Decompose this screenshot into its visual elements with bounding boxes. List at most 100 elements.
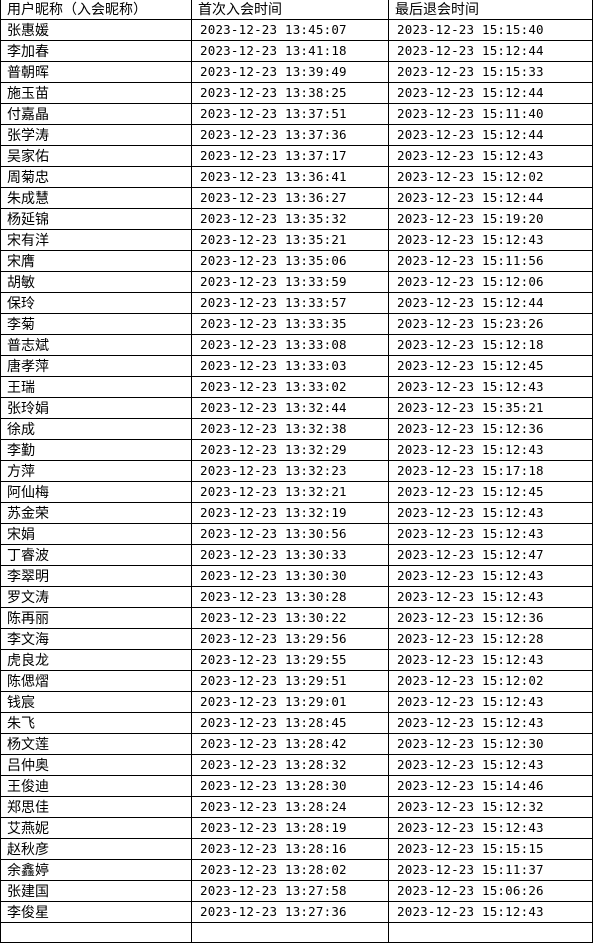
cell-last-leave-time: 2023-12-23 15:12:02 (388, 670, 593, 692)
table-row[interactable]: 陈偲熠 2023-12-23 13:29:51 2023-12-23 15:12:0… (0, 670, 593, 692)
cell-first-join-time: 2023-12-23 13:29:51 (191, 670, 389, 692)
table-row[interactable]: 保玲 2023-12-23 13:33:57 2023-12-23 15:12:44 (0, 292, 593, 314)
table-row[interactable]: 朱飞 2023-12-23 13:28:45 2023-12-23 15:12:43 (0, 712, 593, 734)
table-row[interactable]: 罗文涛 2023-12-23 13:30:28 2023-12-23 15:12:4… (0, 586, 593, 608)
table-row[interactable]: 宋娟 2023-12-23 13:30:56 2023-12-23 15:12:43 (0, 523, 593, 545)
cell-first-join-time: 2023-12-23 13:33:02 (191, 376, 389, 398)
cell-last-leave-time: 2023-12-23 15:12:43 (388, 145, 593, 167)
table-row[interactable]: 普朝晖 2023-12-23 13:39:49 2023-12-23 15:15:3… (0, 61, 593, 83)
table-row[interactable]: 施玉苗 2023-12-23 13:38:25 2023-12-23 15:12:4… (0, 82, 593, 104)
table-row[interactable]: 余鑫婷 2023-12-23 13:28:02 2023-12-23 15:11:3… (0, 859, 593, 881)
cell-nickname: 普朝晖 (0, 61, 192, 83)
cell-nickname: 吴家佑 (0, 145, 192, 167)
table-row[interactable]: 郑思佳 2023-12-23 13:28:24 2023-12-23 15:12:3… (0, 796, 593, 818)
cell-first-join-time: 2023-12-23 13:29:56 (191, 628, 389, 650)
cell-first-join-time: 2023-12-23 13:32:29 (191, 439, 389, 461)
table-row[interactable]: 宋有洋 2023-12-23 13:35:21 2023-12-23 15:12:4… (0, 229, 593, 251)
table-row[interactable]: 付嘉晶 2023-12-23 13:37:51 2023-12-23 15:11:4… (0, 103, 593, 125)
cell-nickname: 余鑫婷 (0, 859, 192, 881)
cell-first-join-time: 2023-12-23 13:33:08 (191, 334, 389, 356)
cell-last-leave-time: 2023-12-23 15:12:02 (388, 166, 593, 188)
table-row[interactable]: 张建国 2023-12-23 13:27:58 2023-12-23 15:06:2… (0, 880, 593, 902)
cell-first-join-time: 2023-12-23 13:39:49 (191, 61, 389, 83)
table-header-row: 用户昵称（入会昵称） 首次入会时间 最后退会时间 (0, 0, 593, 20)
cell-nickname: 吕仲奥 (0, 754, 192, 776)
cell-last-leave-time: 2023-12-23 15:12:36 (388, 607, 593, 629)
cell-nickname: 陈偲熠 (0, 670, 192, 692)
cell-last-leave-time: 2023-12-23 15:15:15 (388, 838, 593, 860)
cell-last-leave-time: 2023-12-23 15:19:20 (388, 208, 593, 230)
cell-first-join-time: 2023-12-23 13:28:02 (191, 859, 389, 881)
table-row[interactable]: 虎良龙 2023-12-23 13:29:55 2023-12-23 15:12:4… (0, 649, 593, 671)
table-row[interactable]: 张玲娟 2023-12-23 13:32:44 2023-12-23 15:35:2… (0, 397, 593, 419)
table-row[interactable]: 李加春 2023-12-23 13:41:18 2023-12-23 15:12:4… (0, 40, 593, 62)
cell-last-leave-time: 2023-12-23 15:12:43 (388, 586, 593, 608)
table-row[interactable]: 李俊星 2023-12-23 13:27:36 2023-12-23 15:12:4… (0, 901, 593, 923)
table-row[interactable]: 吴家佑 2023-12-23 13:37:17 2023-12-23 15:12:4… (0, 145, 593, 167)
cell-nickname: 宋膺 (0, 250, 192, 272)
table-header: 用户昵称（入会昵称） 首次入会时间 最后退会时间 (0, 0, 593, 20)
cell-last-leave-time: 2023-12-23 15:12:44 (388, 40, 593, 62)
cell-nickname (0, 922, 192, 943)
cell-last-leave-time: 2023-12-23 15:12:32 (388, 796, 593, 818)
cell-first-join-time: 2023-12-23 13:32:44 (191, 397, 389, 419)
cell-last-leave-time: 2023-12-23 15:17:18 (388, 460, 593, 482)
cell-last-leave-time: 2023-12-23 15:15:40 (388, 19, 593, 41)
cell-nickname: 保玲 (0, 292, 192, 314)
table-row[interactable]: 艾燕妮 2023-12-23 13:28:19 2023-12-23 15:12:4… (0, 817, 593, 839)
cell-last-leave-time: 2023-12-23 15:12:43 (388, 229, 593, 251)
table-row[interactable]: 陈再丽 2023-12-23 13:30:22 2023-12-23 15:12:3… (0, 607, 593, 629)
cell-first-join-time: 2023-12-23 13:30:30 (191, 565, 389, 587)
table-row[interactable]: 普志斌 2023-12-23 13:33:08 2023-12-23 15:12:1… (0, 334, 593, 356)
table-row[interactable]: 丁睿波 2023-12-23 13:30:33 2023-12-23 15:12:4… (0, 544, 593, 566)
cell-last-leave-time: 2023-12-23 15:12:44 (388, 187, 593, 209)
table-row[interactable]: 杨延锦 2023-12-23 13:35:32 2023-12-23 15:19:2… (0, 208, 593, 230)
table-row[interactable]: 张惠媛 2023-12-23 13:45:07 2023-12-23 15:15:4… (0, 19, 593, 41)
cell-last-leave-time: 2023-12-23 15:15:33 (388, 61, 593, 83)
cell-first-join-time: 2023-12-23 13:28:16 (191, 838, 389, 860)
table-row[interactable]: 周菊忠 2023-12-23 13:36:41 2023-12-23 15:12:0… (0, 166, 593, 188)
cell-last-leave-time: 2023-12-23 15:12:43 (388, 439, 593, 461)
cell-last-leave-time: 2023-12-23 15:12:30 (388, 733, 593, 755)
cell-last-leave-time: 2023-12-23 15:11:40 (388, 103, 593, 125)
cell-nickname: 赵秋彦 (0, 838, 192, 860)
cell-nickname: 杨文莲 (0, 733, 192, 755)
cell-first-join-time: 2023-12-23 13:41:18 (191, 40, 389, 62)
cell-nickname: 王瑞 (0, 376, 192, 398)
table-row[interactable]: 胡敏 2023-12-23 13:33:59 2023-12-23 15:12:06 (0, 271, 593, 293)
table-row[interactable]: 李翠明 2023-12-23 13:30:30 2023-12-23 15:12:4… (0, 565, 593, 587)
table-row[interactable]: 钱宸 2023-12-23 13:29:01 2023-12-23 15:12:43 (0, 691, 593, 713)
table-row[interactable]: 杨文莲 2023-12-23 13:28:42 2023-12-23 15:12:3… (0, 733, 593, 755)
cell-nickname: 唐孝萍 (0, 355, 192, 377)
cell-last-leave-time: 2023-12-23 15:12:06 (388, 271, 593, 293)
table-row[interactable]: 苏金荣 2023-12-23 13:32:19 2023-12-23 15:12:4… (0, 502, 593, 524)
cell-nickname: 宋娟 (0, 523, 192, 545)
table-row[interactable]: 吕仲奥 2023-12-23 13:28:32 2023-12-23 15:12:4… (0, 754, 593, 776)
table-row[interactable]: 王俊迪 2023-12-23 13:28:30 2023-12-23 15:14:4… (0, 775, 593, 797)
cell-nickname: 普志斌 (0, 334, 192, 356)
cell-first-join-time: 2023-12-23 13:28:32 (191, 754, 389, 776)
cell-last-leave-time (388, 922, 593, 943)
table-row[interactable]: 李勤 2023-12-23 13:32:29 2023-12-23 15:12:43 (0, 439, 593, 461)
cell-last-leave-time: 2023-12-23 15:12:44 (388, 82, 593, 104)
cell-last-leave-time: 2023-12-23 15:12:43 (388, 712, 593, 734)
table-row[interactable]: 李菊 2023-12-23 13:33:35 2023-12-23 15:23:26 (0, 313, 593, 335)
cell-first-join-time: 2023-12-23 13:28:42 (191, 733, 389, 755)
table-row[interactable] (0, 922, 593, 943)
cell-nickname: 方萍 (0, 460, 192, 482)
cell-last-leave-time: 2023-12-23 15:12:43 (388, 901, 593, 923)
table-row[interactable]: 张学涛 2023-12-23 13:37:36 2023-12-23 15:12:4… (0, 124, 593, 146)
cell-first-join-time: 2023-12-23 13:36:27 (191, 187, 389, 209)
table-row[interactable]: 阿仙梅 2023-12-23 13:32:21 2023-12-23 15:12:4… (0, 481, 593, 503)
table-row[interactable]: 宋膺 2023-12-23 13:35:06 2023-12-23 15:11:56 (0, 250, 593, 272)
table-row[interactable]: 徐成 2023-12-23 13:32:38 2023-12-23 15:12:36 (0, 418, 593, 440)
table-row[interactable]: 李文海 2023-12-23 13:29:56 2023-12-23 15:12:2… (0, 628, 593, 650)
cell-nickname: 虎良龙 (0, 649, 192, 671)
cell-last-leave-time: 2023-12-23 15:12:44 (388, 124, 593, 146)
table-row[interactable]: 唐孝萍 2023-12-23 13:33:03 2023-12-23 15:12:4… (0, 355, 593, 377)
cell-first-join-time: 2023-12-23 13:27:58 (191, 880, 389, 902)
table-row[interactable]: 王瑞 2023-12-23 13:33:02 2023-12-23 15:12:43 (0, 376, 593, 398)
table-row[interactable]: 朱成慧 2023-12-23 13:36:27 2023-12-23 15:12:4… (0, 187, 593, 209)
table-row[interactable]: 赵秋彦 2023-12-23 13:28:16 2023-12-23 15:15:1… (0, 838, 593, 860)
table-row[interactable]: 方萍 2023-12-23 13:32:23 2023-12-23 15:17:18 (0, 460, 593, 482)
